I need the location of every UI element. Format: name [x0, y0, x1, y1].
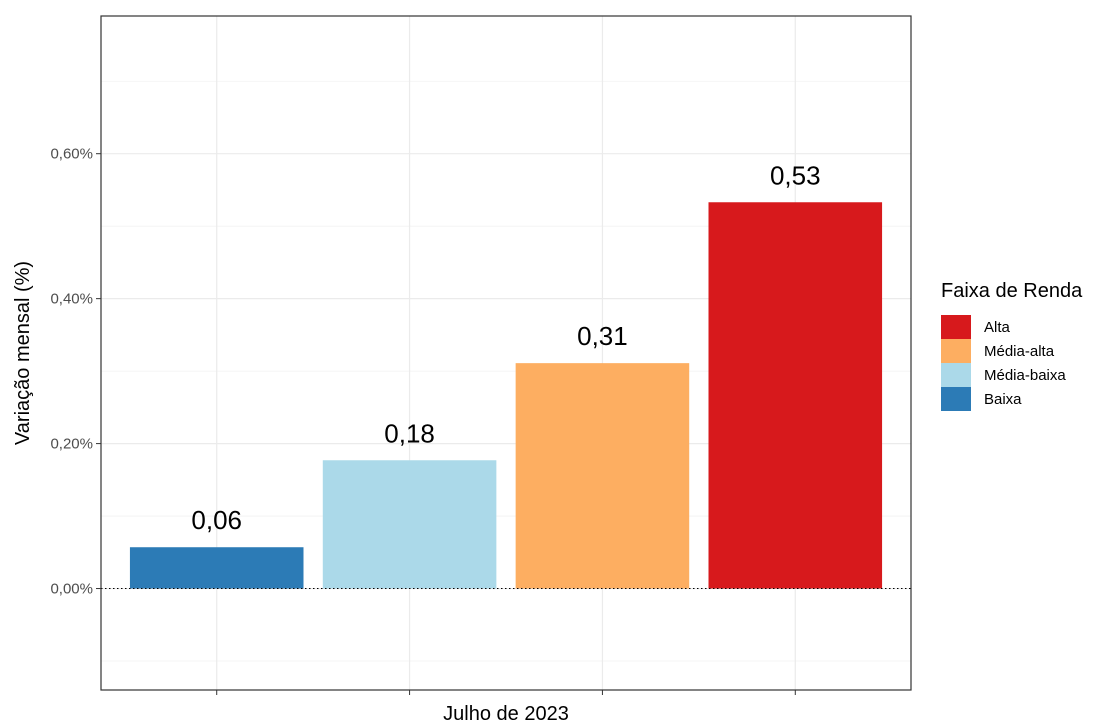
legend-key-baixa	[941, 387, 971, 411]
x-axis-title: Julho de 2023	[443, 703, 569, 724]
data-label: 0,06	[191, 505, 242, 535]
legend-title: Faixa de Renda	[941, 280, 1083, 302]
y-tick-label: 0,20%	[50, 436, 93, 453]
y-axis: 0,00% 0,20% 0,40% 0,60%	[50, 146, 101, 598]
legend-label: Alta	[984, 319, 1011, 336]
bar-m-dia-baixa	[322, 460, 497, 589]
bar-alta	[708, 202, 883, 589]
legend-label: Média-baixa	[984, 367, 1066, 384]
legend-key-m-dia-baixa	[941, 363, 971, 387]
legend: Faixa de Renda Alta Média-alta Média-baixa…	[941, 280, 1083, 411]
plot-border	[100, 15, 912, 691]
data-label: 0,18	[384, 418, 435, 448]
bar-baixa	[129, 547, 304, 589]
data-label: 0,31	[577, 321, 628, 351]
y-tick-label: 0,60%	[50, 146, 93, 163]
bar-m-dia-alta	[515, 363, 690, 589]
y-tick-label: 0,00%	[50, 581, 93, 598]
data-labels: 0,06 0,18 0,31 0,53	[191, 160, 820, 535]
y-tick-label: 0,40%	[50, 291, 93, 308]
legend-key-m-dia-alta	[941, 339, 971, 363]
legend-label: Baixa	[984, 391, 1022, 408]
y-axis-title: Variação mensal (%)	[12, 261, 34, 445]
bars	[129, 202, 883, 589]
legend-label: Média-alta	[984, 343, 1055, 360]
x-axis-ticks	[216, 690, 796, 695]
data-label: 0,53	[770, 160, 821, 190]
legend-key-alta	[941, 315, 971, 339]
